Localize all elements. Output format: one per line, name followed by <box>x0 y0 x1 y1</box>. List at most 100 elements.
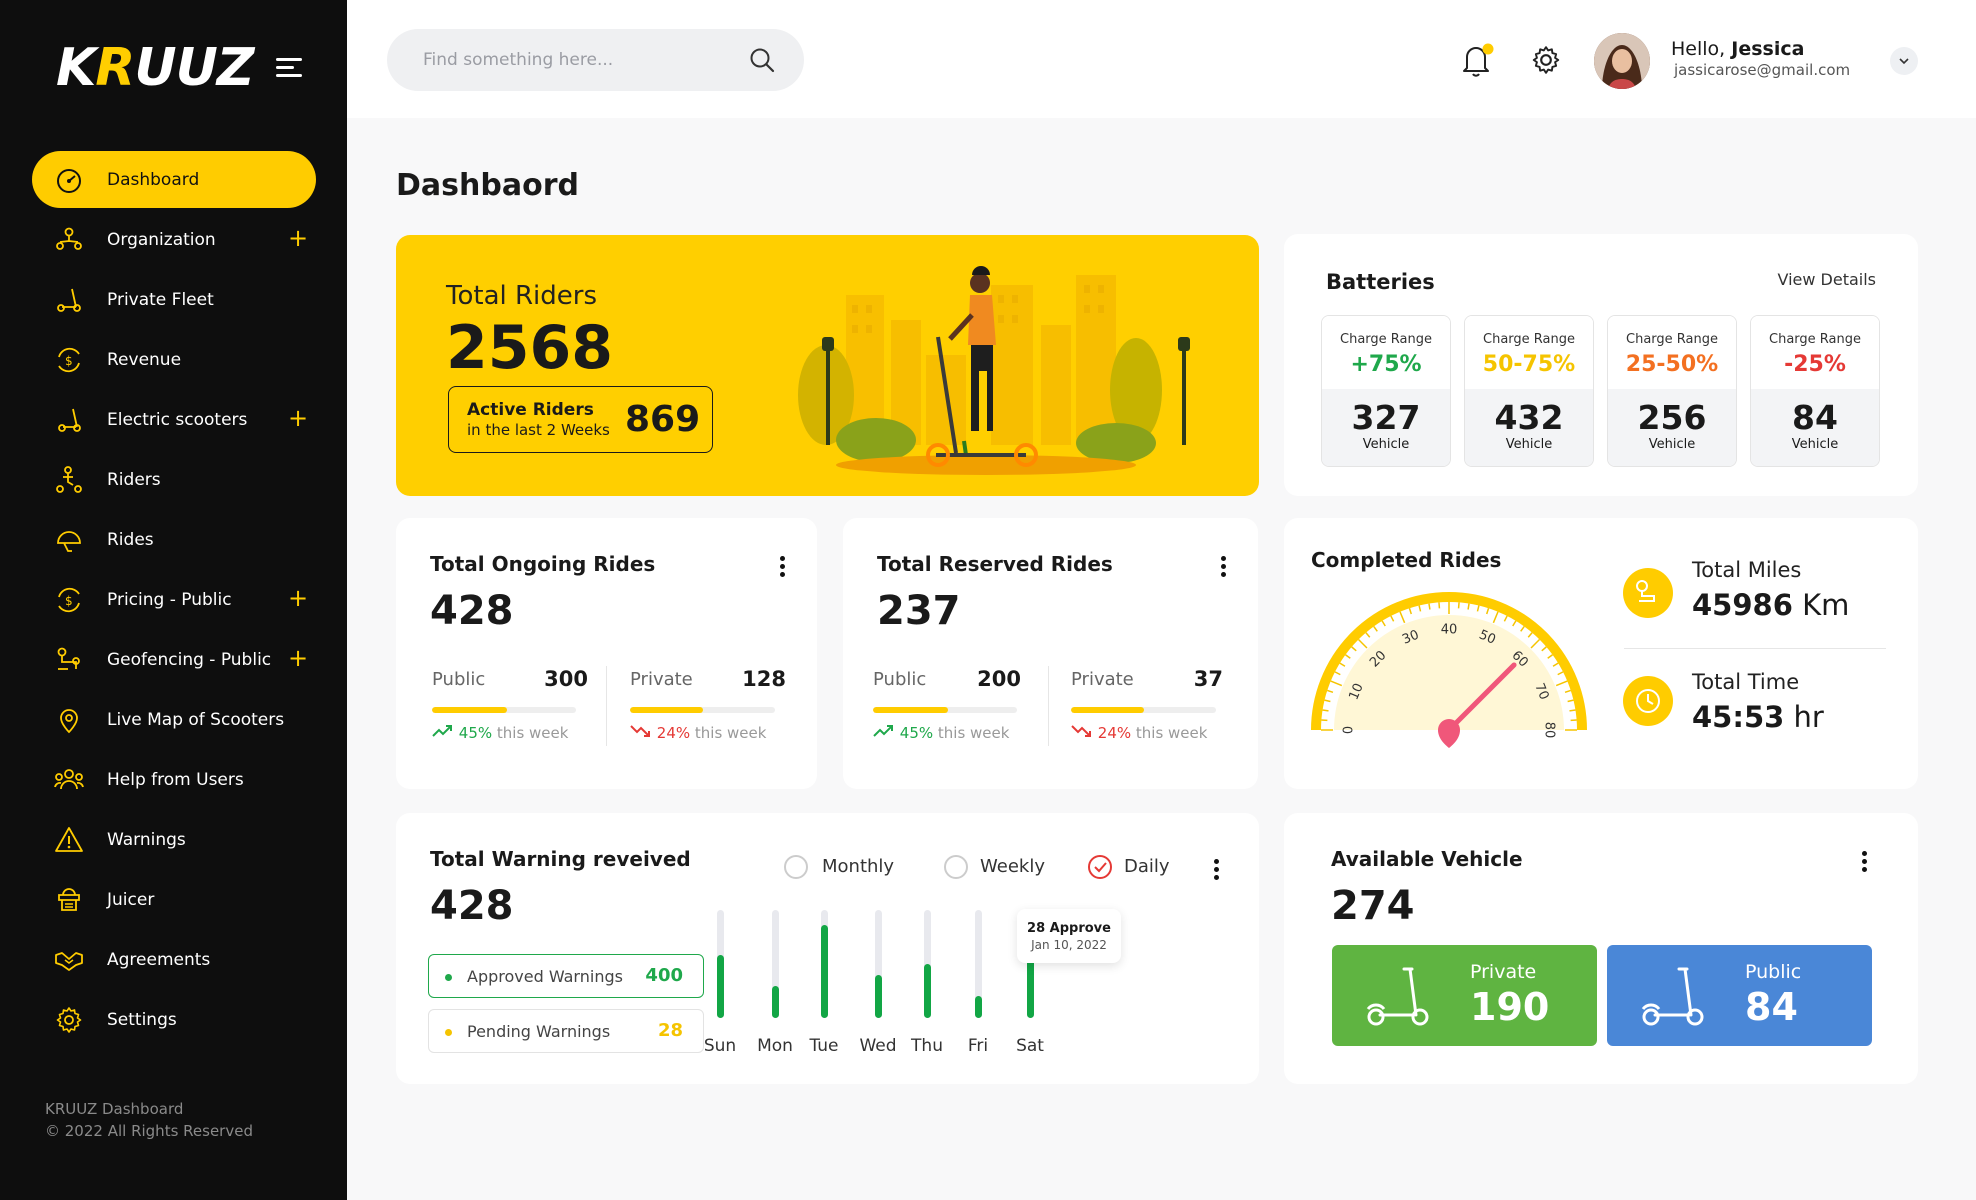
revenue-icon: $ <box>58 347 80 373</box>
search-icon[interactable] <box>748 46 776 74</box>
gauge-tick <box>1567 699 1574 703</box>
gauge-tick <box>1408 608 1413 615</box>
warning-bar[interactable] <box>875 910 882 1018</box>
sidebar-item-help-from-users[interactable]: Help from Users <box>32 751 316 808</box>
more-options-icon[interactable] <box>780 556 786 580</box>
filter-weekly-label[interactable]: Weekly <box>980 856 1045 877</box>
sidebar-item-label: Riders <box>107 469 161 490</box>
rider-icon <box>56 466 82 493</box>
vehicle-count: 432 <box>1494 398 1564 437</box>
footer-brand: KRUUZ Dashboard <box>45 1100 184 1118</box>
expand-plus-icon[interactable]: + <box>288 404 309 432</box>
search-input[interactable] <box>387 29 804 91</box>
sidebar-item-warnings[interactable]: Warnings <box>32 811 316 868</box>
more-options-icon[interactable] <box>1214 859 1220 883</box>
more-options-icon[interactable] <box>1221 556 1227 580</box>
sidebar-item-dashboard[interactable]: Dashboard <box>32 151 316 208</box>
charge-range-label: Charge Range <box>1626 332 1718 347</box>
warning-bar[interactable] <box>924 910 931 1018</box>
sidebar-item-label: Electric scooters <box>107 409 248 430</box>
warning-bar[interactable] <box>772 910 779 1018</box>
sidebar-item-revenue[interactable]: $ Revenue <box>32 331 316 388</box>
gauge-tick <box>1330 680 1343 687</box>
sidebar-item-riders[interactable]: Riders <box>32 451 316 508</box>
sidebar-item-agreements[interactable]: Agreements <box>32 931 316 988</box>
gauge-tick <box>1339 662 1346 667</box>
warning-bar[interactable] <box>717 910 724 1018</box>
public-trend: 45% this week <box>873 724 1009 742</box>
sidebar-item-rides[interactable]: Rides <box>32 511 316 568</box>
filter-daily-radio[interactable] <box>1088 855 1112 879</box>
gauge-tick <box>1485 608 1490 615</box>
avatar-portrait <box>1594 33 1650 89</box>
sidebar-item-label: Warnings <box>107 829 186 850</box>
gauge-tick <box>1418 605 1422 612</box>
more-options-icon[interactable] <box>1862 851 1868 875</box>
warning-bar[interactable] <box>821 910 828 1018</box>
gauge-tick <box>1390 615 1395 622</box>
dashboard-gauge-icon <box>57 169 81 193</box>
chevron-down-icon <box>1899 58 1909 65</box>
sidebar-item-juicer[interactable]: Juicer <box>32 871 316 928</box>
sidebar-item-electric-scooters[interactable]: Electric scooters + <box>32 391 316 448</box>
active-riders-box: Active Riders in the last 2 Weeks 869 <box>448 386 713 453</box>
expand-plus-icon[interactable]: + <box>288 644 309 672</box>
expand-plus-icon[interactable]: + <box>288 584 309 612</box>
gauge-tick <box>1547 654 1553 659</box>
private-trend: 24% this week <box>1071 724 1207 742</box>
private-vehicle-tile[interactable]: Private 190 <box>1332 945 1597 1046</box>
available-vehicle-value: 274 <box>1331 883 1415 929</box>
public-progress-bar <box>432 707 576 713</box>
gauge-tick <box>1492 611 1499 624</box>
filter-weekly-radio[interactable] <box>944 855 968 879</box>
gauge-tick-label: 80 <box>1542 722 1557 739</box>
total-miles-value: 45986 Km <box>1692 588 1850 622</box>
total-time-label: Total Time <box>1692 670 1800 694</box>
tooltip-value: 28 Approve <box>1027 921 1111 936</box>
sidebar-item-label: Help from Users <box>107 769 244 790</box>
sidebar-item-organization[interactable]: Organization + <box>32 211 316 268</box>
filter-daily-label[interactable]: Daily <box>1124 856 1170 877</box>
sidebar-item-live-map[interactable]: Live Map of Scooters <box>32 691 316 748</box>
menu-toggle-icon[interactable] <box>276 58 302 78</box>
filter-monthly-label[interactable]: Monthly <box>822 856 895 877</box>
kruuz-logo[interactable]: KRUUZ <box>56 38 255 98</box>
view-details-link[interactable]: View Details <box>1777 270 1876 289</box>
public-value: 200 <box>977 667 1021 691</box>
warning-bar[interactable] <box>1027 910 1034 1018</box>
sidebar-item-label: Agreements <box>107 949 211 970</box>
filter-monthly-radio[interactable] <box>784 855 808 879</box>
day-label: Sat <box>1016 1036 1044 1056</box>
sidebar-item-pricing-public[interactable]: $ Pricing - Public + <box>32 571 316 628</box>
active-riders-label: Active Riders <box>467 400 594 420</box>
warning-bar[interactable] <box>975 910 982 1018</box>
ongoing-rides-value: 428 <box>430 588 514 634</box>
public-vehicle-tile[interactable]: Public 84 <box>1607 945 1872 1046</box>
ongoing-rides-card: Total Ongoing Rides 428 Public 300 45% t… <box>396 518 817 789</box>
settings-gear-icon[interactable] <box>1530 44 1562 76</box>
pending-warnings-row[interactable]: Pending Warnings 28 <box>428 1009 704 1053</box>
expand-plus-icon[interactable]: + <box>288 224 309 252</box>
battery-range-card: Charge Range -25% 84 Vehicle <box>1750 315 1880 467</box>
tooltip-date: Jan 10, 2022 <box>1031 938 1107 952</box>
warnings-card: Total Warning reveived 428 Approved Warn… <box>396 813 1259 1084</box>
charge-range-value: +75% <box>1350 352 1422 377</box>
sidebar-item-private-fleet[interactable]: Private Fleet <box>32 271 316 328</box>
gauge-tick <box>1345 654 1351 659</box>
clock-icon <box>1623 676 1673 726</box>
public-trend: 45% this week <box>432 724 568 742</box>
geofence-icon <box>57 647 80 670</box>
gauge-tick <box>1503 615 1508 622</box>
user-avatar[interactable] <box>1594 33 1650 89</box>
gauge-tick <box>1476 605 1480 612</box>
approved-warnings-row[interactable]: Approved Warnings 400 <box>428 954 704 998</box>
scooter-icon <box>57 288 81 312</box>
sidebar-item-geofencing-public[interactable]: Geofencing - Public + <box>32 631 316 688</box>
account-menu-button[interactable] <box>1890 47 1918 75</box>
sidebar-item-settings[interactable]: Settings <box>32 991 316 1048</box>
public-vehicle-value: 84 <box>1745 985 1798 1029</box>
private-value: 37 <box>1193 667 1223 691</box>
footer-copyright: © 2022 All Rights Reserved <box>45 1122 253 1140</box>
notification-bell-icon[interactable] <box>1460 40 1494 78</box>
